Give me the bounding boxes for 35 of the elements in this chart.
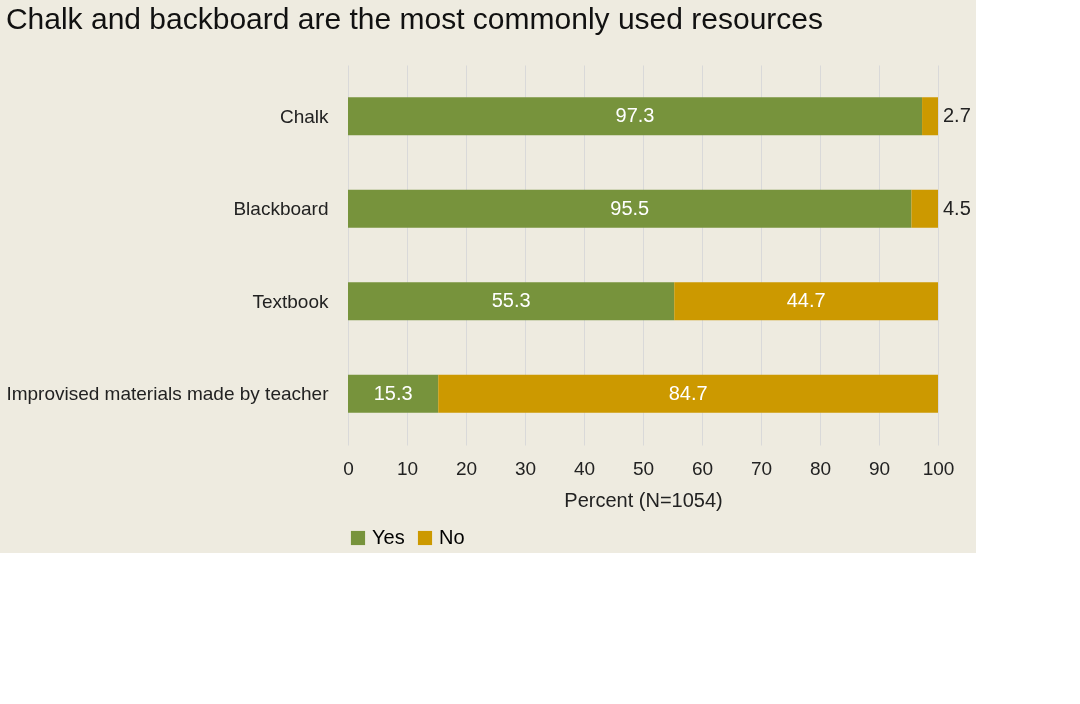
data-label: 2.7: [943, 104, 971, 127]
data-label: 55.3: [491, 289, 531, 312]
bar: [348, 97, 923, 136]
bar: [674, 282, 938, 321]
bar: [438, 374, 938, 413]
data-label: 4.5: [943, 196, 971, 219]
y-tick-label: Blackboard: [233, 198, 329, 220]
x-tick-label: 0: [343, 457, 354, 479]
x-tick-label: 90: [868, 457, 891, 479]
data-label: 15.3: [373, 381, 413, 404]
x-tick-label: 10: [396, 457, 419, 479]
data-label: 97.3: [615, 104, 655, 127]
bar: [348, 282, 675, 321]
y-tick-label: Chalk: [279, 105, 329, 127]
x-axis-title: Percent (N=1054): [564, 488, 723, 511]
data-label: 84.7: [668, 381, 708, 404]
bar: [348, 189, 912, 228]
y-tick-label: Textbook: [252, 290, 329, 312]
x-tick-label: 20: [455, 457, 478, 479]
chart-title: Chalk and backboard are the most commonly used resources: [5, 2, 823, 35]
x-tick-label: 60: [691, 457, 714, 479]
data-label: 44.7: [786, 289, 826, 312]
y-tick-label: Improvised materials made by teacher: [6, 383, 330, 405]
legend-label: Yes: [372, 526, 405, 548]
legend-label: No: [439, 526, 465, 548]
x-tick-label: 70: [750, 457, 773, 479]
x-tick-label: 50: [632, 457, 655, 479]
bar: [348, 374, 439, 413]
x-tick-label: 80: [809, 457, 832, 479]
x-tick-label: 100: [922, 457, 955, 479]
data-label: 95.5: [610, 196, 650, 219]
bar: [922, 97, 938, 136]
bar: [911, 189, 938, 228]
x-tick-label: 40: [573, 457, 596, 479]
x-tick-label: 30: [514, 457, 537, 479]
